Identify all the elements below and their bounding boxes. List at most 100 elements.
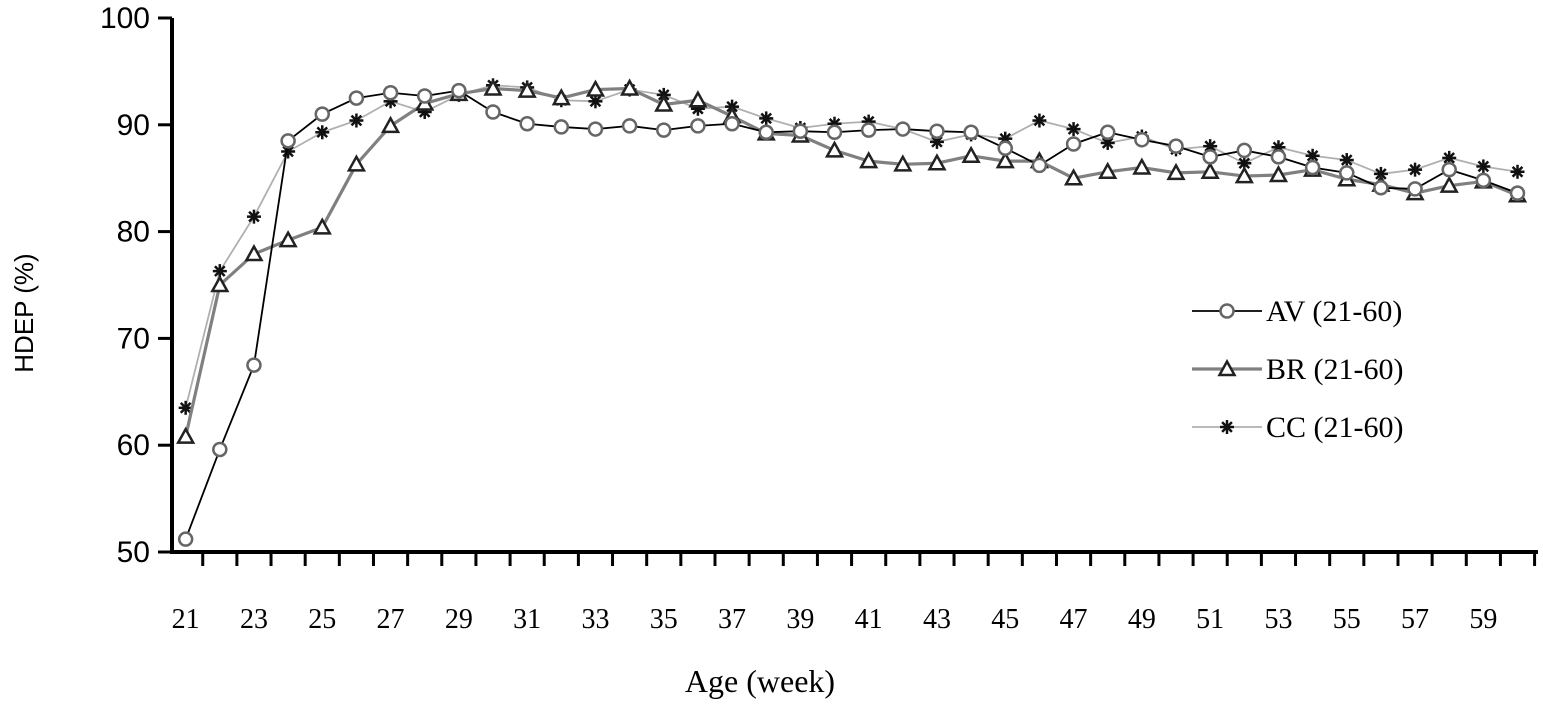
x-tick-label: 21 bbox=[172, 604, 200, 635]
legend: AV (21-60) BR (21-60) CC (21-60) bbox=[1192, 295, 1404, 444]
data-point bbox=[1031, 157, 1048, 174]
data-point bbox=[961, 145, 981, 164]
data-point bbox=[348, 90, 365, 106]
x-tick-label: 29 bbox=[445, 604, 473, 635]
data-point bbox=[1099, 124, 1116, 141]
y-axis-title: HDEP (%) bbox=[9, 253, 39, 372]
data-point bbox=[927, 153, 947, 171]
data-point bbox=[824, 140, 845, 158]
series-line bbox=[184, 86, 1519, 438]
x-tick-label: 49 bbox=[1128, 604, 1156, 635]
data-point bbox=[1304, 159, 1321, 176]
data-point bbox=[724, 115, 740, 132]
data-point bbox=[893, 154, 913, 172]
data-point bbox=[1134, 132, 1150, 148]
data-point bbox=[929, 123, 945, 139]
data-point bbox=[1475, 172, 1492, 189]
x-tick-label: 37 bbox=[718, 604, 746, 635]
data-point bbox=[178, 400, 193, 415]
data-point bbox=[1373, 180, 1389, 196]
data-point bbox=[1236, 142, 1253, 159]
x-tick-label: 59 bbox=[1469, 604, 1497, 635]
data-point bbox=[314, 106, 331, 122]
data-point bbox=[1407, 181, 1423, 197]
x-tick-label: 57 bbox=[1401, 604, 1429, 635]
data-point bbox=[1066, 122, 1081, 137]
y-tick-label: 100 bbox=[100, 2, 150, 35]
data-point bbox=[688, 90, 708, 108]
data-point bbox=[312, 217, 332, 235]
data-point bbox=[382, 85, 399, 101]
data-point bbox=[246, 357, 262, 373]
legend-entry: BR (21-60) bbox=[1192, 353, 1404, 386]
data-point bbox=[553, 119, 570, 135]
data-point bbox=[1408, 162, 1423, 177]
data-point bbox=[349, 113, 364, 128]
x-tick-label: 31 bbox=[513, 604, 541, 635]
y-tick-label: 70 bbox=[117, 322, 150, 355]
data-point bbox=[278, 230, 298, 248]
data-point bbox=[280, 133, 296, 149]
legend-label: CC (21-60) bbox=[1266, 411, 1404, 444]
data-point bbox=[1168, 138, 1184, 154]
data-point bbox=[758, 124, 774, 141]
data-point bbox=[895, 121, 911, 137]
data-point bbox=[1100, 135, 1115, 150]
x-tick-label: 35 bbox=[650, 604, 678, 635]
legend-entry: CC (21-60) bbox=[1192, 411, 1404, 444]
data-point bbox=[690, 118, 706, 134]
y-tick-label: 80 bbox=[117, 216, 150, 249]
data-point bbox=[792, 123, 809, 139]
series-circle bbox=[177, 82, 1526, 547]
x-tick-label: 47 bbox=[1060, 604, 1088, 635]
data-point bbox=[1234, 165, 1254, 184]
data-point bbox=[759, 111, 774, 126]
legend-entry: AV (21-60) bbox=[1192, 295, 1402, 328]
data-point bbox=[485, 104, 501, 120]
data-point bbox=[997, 140, 1014, 157]
data-point bbox=[176, 426, 196, 444]
data-point bbox=[315, 125, 330, 140]
data-point bbox=[1305, 148, 1320, 163]
data-point bbox=[1063, 168, 1084, 186]
data-point bbox=[1270, 149, 1287, 165]
data-point bbox=[860, 122, 877, 138]
data-point bbox=[654, 94, 674, 112]
series-layer bbox=[176, 78, 1528, 547]
data-point bbox=[826, 124, 843, 141]
data-point bbox=[1132, 157, 1152, 175]
y-tick-label: 60 bbox=[117, 429, 150, 462]
data-point bbox=[244, 243, 264, 262]
data-point bbox=[1200, 161, 1220, 180]
data-point bbox=[963, 124, 979, 141]
axes: 50 60 70 80 90 100 21 23 25 27 29 31 33 35 37 39 41 43 45 4… bbox=[100, 2, 1538, 635]
data-point bbox=[380, 115, 401, 134]
data-point bbox=[210, 274, 230, 293]
x-tick-label: 25 bbox=[308, 604, 336, 635]
data-point bbox=[1166, 162, 1186, 181]
data-point bbox=[519, 115, 535, 132]
legend-marker bbox=[1219, 303, 1235, 319]
series-line bbox=[184, 84, 1518, 409]
data-point bbox=[1237, 156, 1252, 171]
data-point bbox=[416, 88, 433, 104]
data-point bbox=[656, 122, 672, 138]
data-point bbox=[1339, 153, 1354, 168]
data-point bbox=[1065, 136, 1082, 152]
data-point bbox=[1509, 185, 1526, 201]
x-axis-title: Age (week) bbox=[685, 663, 835, 699]
x-tick-label: 41 bbox=[855, 604, 883, 635]
data-point bbox=[1476, 159, 1491, 174]
data-point bbox=[1268, 164, 1289, 183]
data-point bbox=[451, 82, 467, 99]
data-point bbox=[517, 80, 537, 98]
data-point bbox=[1441, 161, 1457, 178]
legend-marker bbox=[1217, 358, 1237, 377]
x-tick-label: 43 bbox=[923, 604, 951, 635]
data-point bbox=[587, 121, 604, 137]
data-point bbox=[859, 151, 879, 169]
data-point bbox=[177, 531, 194, 547]
x-tick-label: 55 bbox=[1333, 604, 1361, 635]
data-point bbox=[346, 154, 367, 172]
